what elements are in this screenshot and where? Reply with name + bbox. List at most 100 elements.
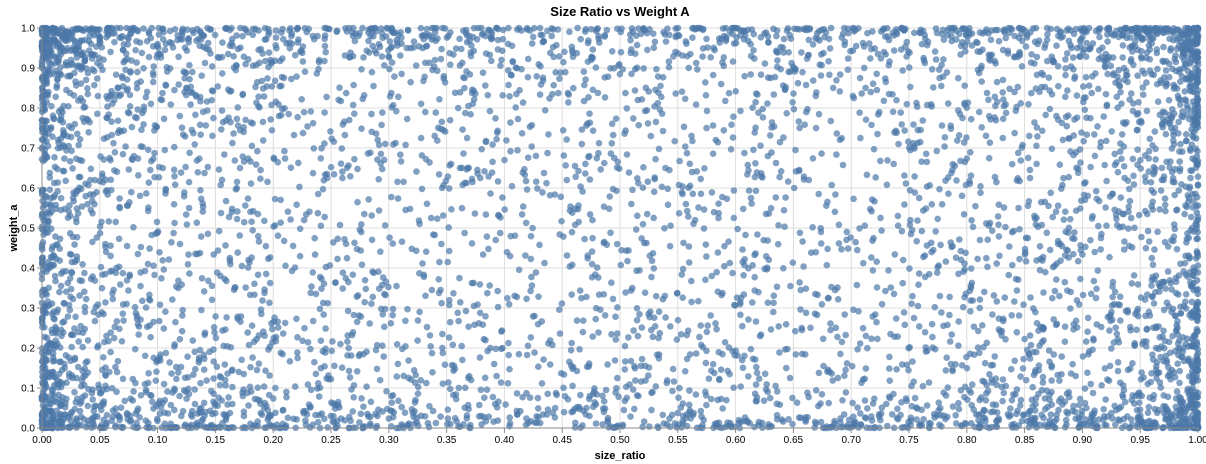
scatter-point — [650, 188, 658, 196]
scatter-point — [1062, 93, 1069, 101]
scatter-point — [920, 54, 927, 62]
scatter-point — [949, 366, 956, 373]
scatter-point — [1129, 392, 1136, 399]
scatter-point — [862, 116, 870, 123]
scatter-point — [978, 78, 985, 85]
scatter-point — [621, 366, 629, 373]
scatter-point — [506, 93, 513, 100]
scatter-point — [913, 416, 920, 423]
scatter-point — [770, 308, 777, 316]
scatter-point — [314, 380, 322, 387]
scatter-point — [747, 194, 755, 202]
scatter-point — [747, 41, 754, 48]
scatter-point — [253, 366, 261, 374]
scatter-point — [1061, 252, 1069, 259]
scatter-point — [1126, 96, 1133, 103]
scatter-point — [464, 401, 472, 409]
scatter-point — [215, 166, 223, 173]
scatter-point — [317, 364, 325, 372]
scatter-point — [441, 361, 449, 369]
scatter-point — [518, 130, 526, 137]
scatter-point — [780, 134, 787, 141]
scatter-point — [314, 385, 321, 392]
scatter-point — [569, 382, 576, 390]
scatter-point — [975, 108, 983, 116]
scatter-point — [261, 217, 268, 225]
scatter-point — [260, 383, 268, 390]
scatter-point — [646, 423, 653, 430]
scatter-point — [898, 399, 905, 406]
scatter-point — [534, 185, 541, 192]
scatter-point — [330, 239, 337, 246]
scatter-point — [1111, 288, 1119, 296]
scatter-point — [116, 204, 124, 212]
scatter-point — [1141, 173, 1149, 181]
scatter-point — [337, 97, 345, 105]
scatter-point — [1143, 79, 1150, 86]
scatter-point — [234, 313, 241, 321]
scatter-point — [637, 378, 645, 385]
scatter-point — [375, 207, 383, 214]
scatter-point — [134, 250, 142, 258]
scatter-point — [640, 25, 647, 32]
scatter-point — [1154, 65, 1161, 73]
scatter-point — [1028, 89, 1035, 97]
scatter-point — [211, 31, 219, 39]
scatter-point — [640, 418, 648, 425]
scatter-point — [446, 301, 453, 309]
scatter-point — [580, 68, 588, 75]
scatter-point — [783, 27, 791, 34]
scatter-point — [1076, 53, 1084, 60]
scatter-point — [1173, 322, 1180, 329]
scatter-point — [817, 418, 825, 426]
scatter-point — [1137, 156, 1144, 164]
scatter-point — [378, 165, 386, 173]
scatter-point — [824, 198, 831, 206]
scatter-point — [1006, 85, 1013, 93]
scatter-point — [1070, 66, 1077, 73]
scatter-point — [107, 48, 114, 56]
scatter-point — [1054, 202, 1062, 209]
scatter-point — [1129, 107, 1137, 115]
scatter-point — [523, 186, 531, 193]
scatter-point — [379, 34, 386, 42]
scatter-point — [1165, 96, 1173, 104]
scatter-point — [236, 232, 243, 239]
scatter-point — [400, 178, 407, 186]
scatter-point — [906, 49, 913, 56]
scatter-point — [505, 301, 513, 308]
scatter-point — [1008, 160, 1016, 168]
scatter-point — [1119, 210, 1126, 218]
scatter-point — [268, 83, 276, 90]
scatter-point — [1109, 293, 1116, 301]
scatter-point — [882, 78, 890, 86]
scatter-point — [842, 366, 849, 374]
scatter-point — [109, 290, 116, 297]
scatter-point — [146, 297, 154, 304]
scatter-point — [721, 262, 728, 270]
scatter-point — [612, 313, 619, 321]
scatter-point — [353, 318, 361, 326]
scatter-point — [1104, 38, 1111, 45]
scatter-point — [1046, 87, 1053, 94]
scatter-point — [668, 411, 676, 419]
scatter-point — [512, 104, 519, 111]
scatter-point — [1062, 208, 1069, 215]
scatter-point — [857, 410, 864, 417]
scatter-point — [42, 289, 49, 297]
scatter-point — [1149, 351, 1156, 359]
scatter-point — [890, 160, 897, 168]
scatter-point — [394, 42, 401, 49]
scatter-point — [272, 34, 280, 41]
scatter-point — [120, 317, 127, 324]
scatter-point — [909, 292, 916, 300]
scatter-point — [1020, 355, 1027, 363]
scatter-point — [1026, 174, 1034, 182]
scatter-point — [1163, 158, 1170, 166]
scatter-point — [1018, 417, 1026, 425]
scatter-point — [644, 178, 652, 185]
scatter-point — [346, 413, 353, 421]
scatter-point — [976, 304, 983, 312]
scatter-point — [469, 178, 476, 186]
scatter-point — [702, 79, 709, 86]
